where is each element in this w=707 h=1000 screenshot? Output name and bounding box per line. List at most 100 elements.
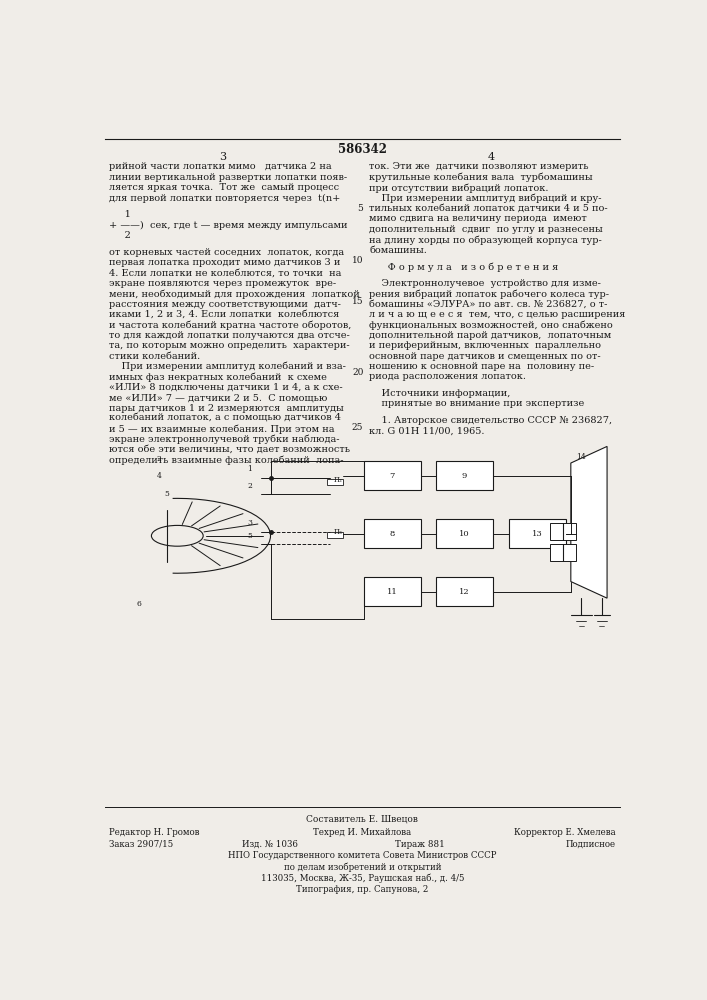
Text: при отсутствии вибраций лопаток.: при отсутствии вибраций лопаток. [370,183,549,193]
Text: П₃: П₃ [334,528,342,536]
Bar [363,461,421,490]
Text: ношению к основной паре на  половину пе-: ношению к основной паре на половину пе- [370,362,595,371]
Text: дополнительной парой датчиков,  лопаточным: дополнительной парой датчиков, лопаточны… [370,331,612,340]
Text: При измерении амплитуд колебаний и вза-: При измерении амплитуд колебаний и вза- [109,362,346,371]
Text: 12: 12 [460,588,470,596]
Text: для первой лопатки повторяется через  t(n+: для первой лопатки повторяется через t(n… [109,194,341,203]
Text: ляется яркая точка.  Тот же  самый процесс: ляется яркая точка. Тот же самый процесс [109,183,339,192]
Text: 15: 15 [352,297,363,306]
Text: Электроннолучевое  устройство для изме-: Электроннолучевое устройство для изме- [370,279,602,288]
Text: экране появляются через промежуток  вре-: экране появляются через промежуток вре- [109,279,337,288]
Text: расстояния между соответствующими  датч-: расстояния между соответствующими датч- [109,300,341,309]
Text: Изд. № 1036: Изд. № 1036 [242,840,298,849]
Text: 9: 9 [462,472,467,480]
Text: НПО Государственного комитета Совета Министров СССР: НПО Государственного комитета Совета Мин… [228,852,496,860]
Text: Тираж 881: Тираж 881 [395,840,445,849]
Text: от корневых частей соседних  лопаток, когда: от корневых частей соседних лопаток, ког… [109,248,344,257]
Bar [327,532,343,538]
Text: Заказ 2907/15: Заказ 2907/15 [109,840,173,849]
Text: 113035, Москва, Ж-35, Раушская наб., д. 4/5: 113035, Москва, Ж-35, Раушская наб., д. … [261,873,464,883]
Text: 2: 2 [109,231,131,240]
Text: ются обе эти величины, что дает возможность: ются обе эти величины, что дает возможно… [109,445,350,454]
Text: При измерении амплитуд вибраций и кру-: При измерении амплитуд вибраций и кру- [370,194,602,203]
Text: по делам изобретений и открытий: по делам изобретений и открытий [284,862,441,872]
Text: 14: 14 [576,453,586,461]
Text: 13: 13 [532,530,542,538]
Bar [436,461,493,490]
Text: Ф о р м у л а   и з о б р е т е н и я: Ф о р м у л а и з о б р е т е н и я [370,262,559,272]
Bar [327,479,343,485]
Bar [550,523,576,540]
Text: 586342: 586342 [338,143,387,156]
Text: 5: 5 [247,532,252,540]
Text: то для каждой лопатки получаются два отсче-: то для каждой лопатки получаются два отс… [109,331,350,340]
Text: экране электроннолучевой трубки наблюда-: экране электроннолучевой трубки наблюда- [109,435,339,444]
Text: рения вибраций лопаток рабочего колеса тур-: рения вибраций лопаток рабочего колеса т… [370,289,609,299]
Text: тильных колебаний лопаток датчики 4 и 5 по-: тильных колебаний лопаток датчики 4 и 5 … [370,204,608,213]
Text: 3: 3 [219,152,226,162]
Text: на длину хорды по образующей корпуса тур-: на длину хорды по образующей корпуса тур… [370,235,602,245]
Text: 10: 10 [352,256,363,265]
Text: 4: 4 [488,152,495,162]
Text: Редактор Н. Громов: Редактор Н. Громов [109,828,199,837]
Text: л и ч а ю щ е е с я  тем, что, с целью расширения: л и ч а ю щ е е с я тем, что, с целью ра… [370,310,626,319]
Text: Типография, пр. Сапунова, 2: Типография, пр. Сапунова, 2 [296,885,428,894]
Text: и 5 — их взаимные колебания. При этом на: и 5 — их взаимные колебания. При этом на [109,424,334,434]
Text: 1: 1 [247,465,252,473]
Text: ток. Эти же  датчики позволяют измерить: ток. Эти же датчики позволяют измерить [370,162,589,171]
Text: функциональных возможностей, оно снабжено: функциональных возможностей, оно снабжен… [370,320,613,330]
Text: мимо сдвига на величину периода  имеют: мимо сдвига на величину периода имеют [370,214,588,223]
Bar [363,519,421,548]
Text: «ИЛИ» 8 подключены датчики 1 и 4, а к схе-: «ИЛИ» 8 подключены датчики 1 и 4, а к сх… [109,383,343,392]
Text: стики колебаний.: стики колебаний. [109,352,201,361]
Text: рийной части лопатки мимо   датчика 2 на: рийной части лопатки мимо датчика 2 на [109,162,332,171]
Text: и периферийным, включенных  параллельно: и периферийным, включенных параллельно [370,341,602,350]
Bar [550,544,576,561]
Bar [436,519,493,548]
Text: иками 1, 2 и 3, 4. Если лопатки  колеблются: иками 1, 2 и 3, 4. Если лопатки колеблют… [109,310,339,319]
Text: принятые во внимание при экспертизе: принятые во внимание при экспертизе [370,399,585,408]
Text: П₂: П₂ [334,476,342,484]
Text: кл. G 01H 11/00, 1965.: кл. G 01H 11/00, 1965. [370,426,485,435]
Text: Составитель Е. Швецов: Составитель Е. Швецов [306,815,419,824]
Text: 20: 20 [352,368,363,377]
Text: колебаний лопаток, а с помощью датчиков 4: колебаний лопаток, а с помощью датчиков … [109,414,341,423]
Text: Источники информации,: Источники информации, [370,389,511,398]
Bar [436,577,493,606]
Text: бомашины «ЭЛУРА» по авт. св. № 236827, о т-: бомашины «ЭЛУРА» по авт. св. № 236827, о… [370,300,608,309]
Text: 1. Авторское свидетельство СССР № 236827,: 1. Авторское свидетельство СССР № 236827… [370,416,612,425]
Polygon shape [571,446,607,598]
Text: 5: 5 [358,204,363,213]
Text: Подписное: Подписное [566,840,616,849]
Text: основной паре датчиков и смещенных по от-: основной паре датчиков и смещенных по от… [370,352,601,361]
Text: дополнительный  сдвиг  по углу и разнесены: дополнительный сдвиг по углу и разнесены [370,225,603,234]
Text: первая лопатка проходит мимо датчиков 3 и: первая лопатка проходит мимо датчиков 3 … [109,258,341,267]
Text: 5: 5 [165,490,170,498]
Text: 8: 8 [390,530,395,538]
Text: бомашины.: бомашины. [370,246,427,255]
Text: 3: 3 [247,519,252,527]
Text: и частота колебаний кратна частоте оборотов,: и частота колебаний кратна частоте оборо… [109,320,351,330]
Text: та, по которым можно определить  характери-: та, по которым можно определить характер… [109,341,350,350]
Text: 25: 25 [352,423,363,432]
Text: + ——)  сек, где t — время между импульсами: + ——) сек, где t — время между импульсам… [109,221,348,230]
Text: линии вертикальной развертки лопатки появ-: линии вертикальной развертки лопатки поя… [109,173,347,182]
Text: Корректор Е. Хмелева: Корректор Е. Хмелева [514,828,616,837]
Text: 7: 7 [390,472,395,480]
Text: 2: 2 [247,482,252,490]
Text: крутильные колебания вала  турбомашины: крутильные колебания вала турбомашины [370,173,593,182]
Text: 4: 4 [157,472,162,480]
Text: имных фаз некратных колебаний  к схеме: имных фаз некратных колебаний к схеме [109,372,327,382]
Text: мени, необходимый для прохождения  лопаткой: мени, необходимый для прохождения лопатк… [109,289,360,299]
Text: риода расположения лопаток.: риода расположения лопаток. [370,372,527,381]
Text: 4. Если лопатки не колеблются, то точки  на: 4. Если лопатки не колеблются, то точки … [109,268,341,277]
Text: 6: 6 [136,600,141,608]
Bar [363,577,421,606]
Text: 10: 10 [460,530,470,538]
Text: Техред И. Михайлова: Техред И. Михайлова [313,828,411,837]
Text: 1: 1 [109,210,131,219]
Text: определить взаимные фазы колебаний  лопа-: определить взаимные фазы колебаний лопа- [109,455,344,465]
Text: 11: 11 [387,588,397,596]
Bar [509,519,566,548]
Text: 2: 2 [157,455,162,463]
